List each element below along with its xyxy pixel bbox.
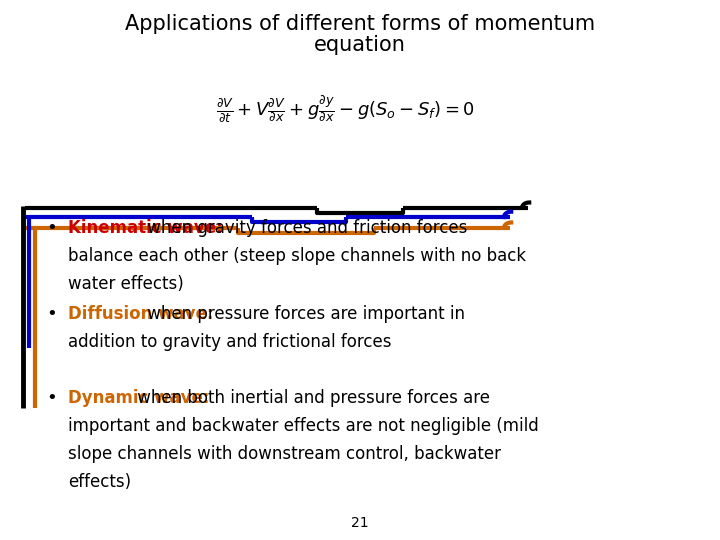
Text: Dynamic wave:: Dynamic wave: [68,389,210,407]
Text: effects): effects) [68,473,132,491]
Text: $\frac{\partial V}{\partial t}+V\frac{\partial V}{\partial x}+g\frac{\partial y}: $\frac{\partial V}{\partial t}+V\frac{\p… [216,94,475,125]
Text: important and backwater effects are not negligible (mild: important and backwater effects are not … [68,417,539,435]
Text: balance each other (steep slope channels with no back: balance each other (steep slope channels… [68,247,526,265]
Text: water effects): water effects) [68,275,184,293]
Text: Applications of different forms of momentum: Applications of different forms of momen… [125,14,595,33]
Text: Diffusion wave:: Diffusion wave: [68,305,214,323]
Text: when pressure forces are important in: when pressure forces are important in [142,305,465,323]
Text: slope channels with downstream control, backwater: slope channels with downstream control, … [68,445,501,463]
Text: •: • [47,219,57,237]
Text: 21: 21 [351,516,369,530]
Text: equation: equation [314,35,406,55]
Text: when both inertial and pressure forces are: when both inertial and pressure forces a… [132,389,490,407]
Text: when gravity forces and friction forces: when gravity forces and friction forces [142,219,467,237]
Text: •: • [47,389,57,407]
Text: Kinematic wave:: Kinematic wave: [68,219,223,237]
Text: •: • [47,305,57,323]
Text: addition to gravity and frictional forces: addition to gravity and frictional force… [68,333,392,351]
